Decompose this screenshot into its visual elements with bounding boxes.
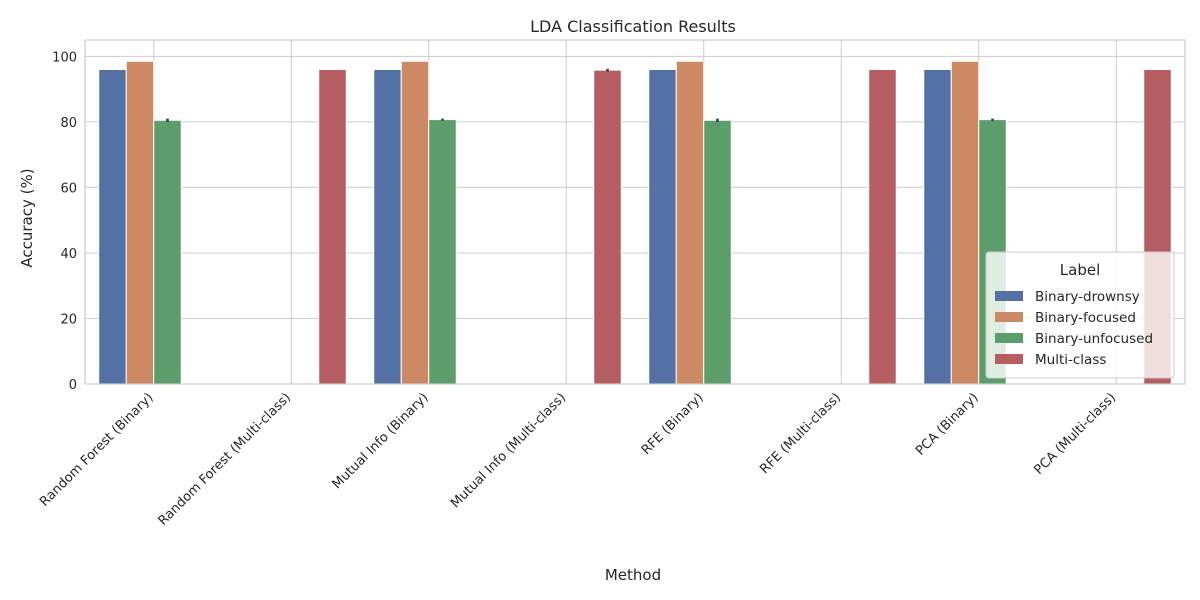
bar-binary-unfocused: [153, 119, 182, 385]
bar-binary-unfocused: [703, 119, 732, 385]
bar-binary-focused: [125, 60, 155, 385]
bars: [98, 60, 1172, 385]
legend: Label Binary-drownsyBinary-focusedBinary…: [985, 251, 1175, 379]
chart-title: LDA Classification Results: [530, 17, 736, 36]
y-tick-label: 40: [60, 247, 77, 262]
legend-label: Binary-drownsy: [1035, 289, 1140, 305]
y-tick-label: 80: [60, 116, 77, 131]
legend-swatch: [995, 333, 1023, 343]
y-tick-label: 100: [52, 50, 77, 65]
legend-label: Binary-focused: [1035, 310, 1136, 326]
bar-binary-focused: [950, 60, 980, 385]
legend-title: Label: [1060, 261, 1100, 279]
legend-items: Binary-drownsy Binary-focused Binary-unfoc…: [995, 289, 1153, 368]
legend-label: Binary-unfocused: [1035, 331, 1153, 347]
error-bars: [166, 68, 994, 122]
bar-binary-unfocused: [428, 119, 457, 385]
y-axis-label: Accuracy (%): [18, 168, 36, 267]
y-tick-label: 20: [60, 312, 77, 327]
y-tick-label: 0: [69, 378, 77, 393]
legend-swatch: [995, 291, 1023, 301]
bar-binary-drownsy: [923, 68, 952, 385]
bar-binary-drownsy: [373, 68, 402, 385]
axes: [84, 39, 1186, 385]
bar-binary-focused: [675, 60, 705, 385]
legend-swatch: [995, 312, 1023, 322]
bar-binary-drownsy: [98, 68, 127, 385]
plot-frame: [84, 39, 1186, 385]
bar-binary-drownsy: [648, 68, 677, 385]
bar-multi-class: [318, 68, 347, 385]
bar-multi-class: [868, 68, 897, 385]
legend-label: Multi-class: [1035, 352, 1106, 368]
x-axis-label: Method: [605, 566, 661, 584]
legend-box: [985, 251, 1175, 379]
bar-multi-class: [593, 69, 622, 385]
y-tick-label: 60: [60, 181, 77, 196]
legend-swatch: [995, 354, 1023, 364]
bar-binary-focused: [400, 60, 430, 385]
